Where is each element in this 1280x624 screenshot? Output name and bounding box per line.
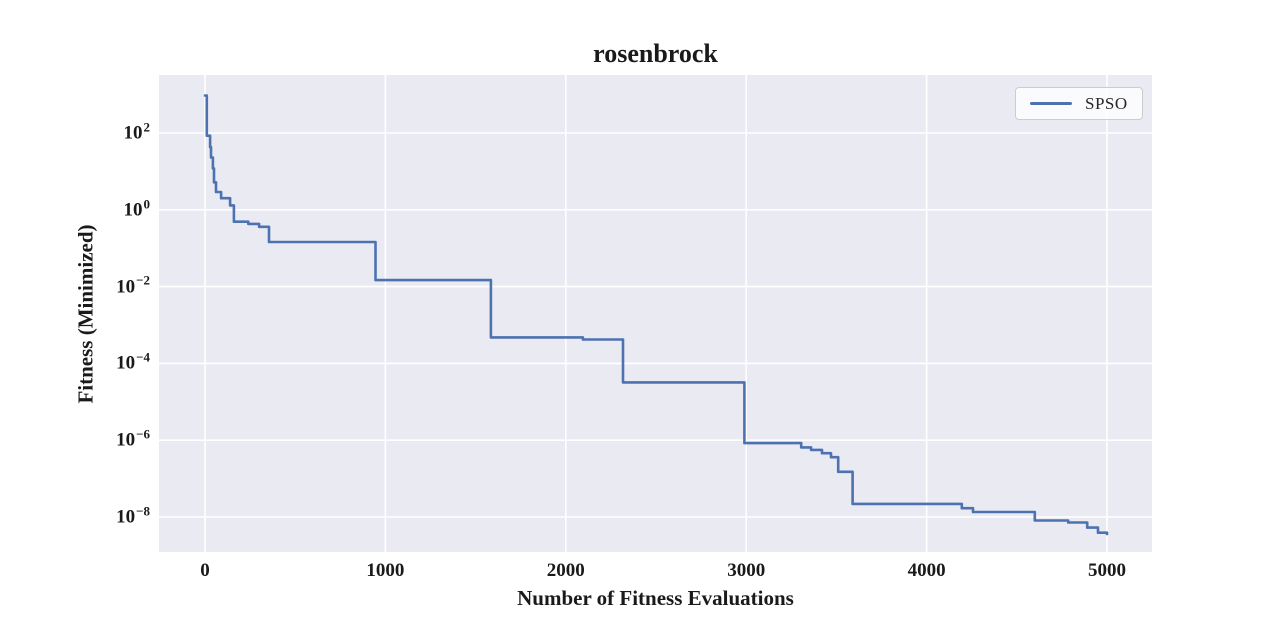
legend-label: SPSO [1085,93,1128,113]
y-tick-label: 100 [123,196,151,221]
x-tick-label: 4000 [907,560,946,581]
x-tick-label: 0 [200,560,210,581]
y-axis-label: Fitness (Minimized) [73,224,98,404]
x-tick-label: 1000 [366,560,405,581]
y-tick-label: 10−8 [116,503,150,528]
chart-canvas [159,75,1152,552]
plot-area: SPSO [159,75,1152,552]
x-tick-label: 5000 [1088,560,1126,581]
legend: SPSO [1015,87,1143,120]
x-tick-label: 3000 [727,560,766,581]
x-tick-label: 2000 [546,560,585,581]
y-tick-label: 102 [123,119,151,144]
y-tick-label: 10−6 [116,426,150,451]
y-tick-label: 10−2 [116,272,150,298]
x-axis-label: Number of Fitness Evaluations [517,586,794,610]
series-line-spso [203,94,1109,536]
legend-line-sample [1030,102,1072,105]
y-tick-label: 10−4 [116,349,150,374]
chart-title: rosenbrock [593,39,718,68]
